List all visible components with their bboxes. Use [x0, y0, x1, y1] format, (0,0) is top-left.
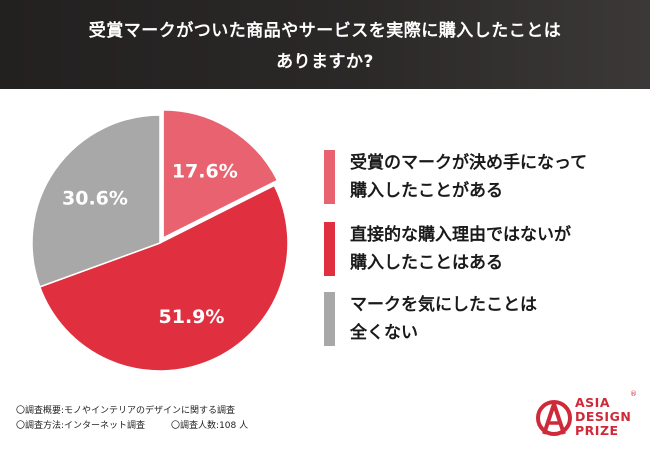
- logo-line-design: DESIGN: [575, 409, 632, 424]
- logo-wordmark: ASIA DESIGN PRIZE: [575, 396, 631, 438]
- legend-label-indirect: 直接的な購入理由ではないが 購入したことはある: [350, 221, 640, 277]
- legend-label-never-line-1: マークを気にしたことは: [350, 295, 537, 315]
- registered-mark: ®: [630, 390, 637, 398]
- legend-item-indirect: 直接的な購入理由ではないが 購入したことはある: [324, 221, 644, 277]
- legend-item-decisive: 受賞のマークが決め手になって 購入したことがある: [324, 149, 644, 205]
- pie-value-label-never: 30.6%: [62, 188, 128, 210]
- legend-label-decisive: 受賞のマークが決め手になって 購入したことがある: [350, 149, 640, 205]
- survey-method-row: 〇調査方法:インターネット調査 〇調査人数:108 人: [16, 419, 248, 434]
- legend-label-indirect-line-1: 直接的な購入理由ではないが: [350, 225, 571, 245]
- pie-slice-indirect: [38, 184, 289, 372]
- logo-line-asia: ASIA: [575, 395, 611, 410]
- legend-label-decisive-line-2: 購入したことがある: [350, 181, 503, 201]
- legend-label-decisive-line-1: 受賞のマークが決め手になって: [350, 153, 588, 173]
- pie-chart: 17.6% 51.9% 30.6%: [31, 109, 289, 372]
- asia-design-prize-logo: ASIA DESIGN PRIZE ®: [534, 390, 644, 444]
- survey-notes: 〇調査概要:モノやインテリアのデザインに関する調査 〇調査方法:インターネット調…: [16, 404, 248, 434]
- chart-title-line-1: 受賞マークがついた商品やサービスを実際に購入したことは: [88, 21, 562, 41]
- logo-mark-icon: [536, 400, 572, 436]
- legend-swatch-indirect: [324, 222, 335, 276]
- legend-label-indirect-line-2: 購入したことはある: [350, 253, 503, 273]
- legend-label-never-line-2: 全くない: [350, 323, 418, 343]
- legend-swatch-never: [324, 292, 335, 346]
- survey-method: 〇調査方法:インターネット調査: [16, 421, 146, 431]
- survey-respondents: 〇調査人数:108 人: [171, 421, 249, 431]
- legend-item-never: マークを気にしたことは 全くない: [324, 291, 644, 347]
- chart-panel: 17.6% 51.9% 30.6% 受賞のマークが決め手になって 購入したことがある…: [8, 89, 642, 445]
- pie-slice-never: [31, 114, 161, 288]
- logo-line-prize: PRIZE: [575, 423, 619, 438]
- pie-slice-decisive: [162, 109, 279, 240]
- legend-label-never: マークを気にしたことは 全くない: [350, 291, 640, 347]
- survey-summary: 〇調査概要:モノやインテリアのデザインに関する調査: [16, 406, 236, 416]
- chart-title-line-2: ありますか?: [276, 52, 374, 72]
- legend-swatch-decisive: [324, 150, 335, 204]
- chart-legend: 受賞のマークが決め手になって 購入したことがある 直接的な購入理由ではないが 購…: [324, 89, 644, 449]
- title-banner: 受賞マークがついた商品やサービスを実際に購入したことは ありますか?: [0, 0, 650, 89]
- pie-value-label-decisive: 17.6%: [172, 160, 238, 182]
- pie-value-label-indirect: 51.9%: [159, 306, 225, 328]
